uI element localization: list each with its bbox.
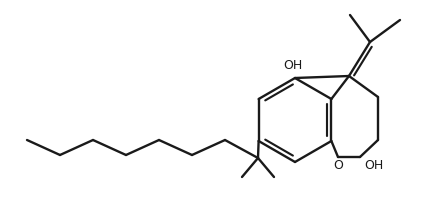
Text: OH: OH (364, 159, 383, 172)
Text: OH: OH (284, 59, 303, 72)
Text: O: O (333, 159, 343, 172)
